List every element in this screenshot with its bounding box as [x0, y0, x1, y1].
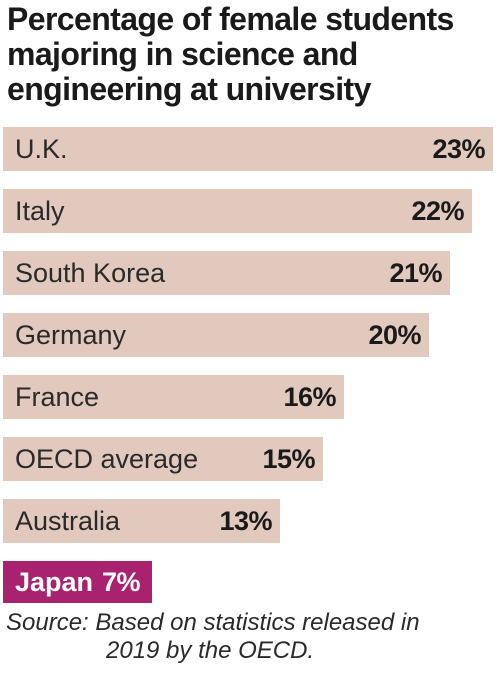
- bar-category-label: France: [15, 382, 100, 412]
- chart-title: Percentage of female students majoring i…: [7, 1, 454, 107]
- bar-value-label: 23%: [432, 134, 485, 164]
- bar-category-label: Germany: [15, 320, 127, 350]
- bar-italy: Italy 22%: [3, 189, 472, 233]
- bar-value-label: 13%: [219, 506, 272, 536]
- bar-germany: Germany 20%: [3, 313, 429, 357]
- bar-value-label: 15%: [262, 444, 315, 474]
- bar-category-label: South Korea: [15, 258, 166, 288]
- source-line-2: 2019 by the OECD.: [106, 637, 315, 664]
- bar-category-label: Australia: [15, 506, 121, 536]
- bar-value-label: 22%: [411, 196, 464, 226]
- source-note: Source: Based on statistics released in …: [6, 609, 496, 665]
- bar-category-label: Japan: [15, 567, 94, 597]
- bar-france: France 16%: [3, 375, 344, 419]
- bar-oecd-average: OECD average 15%: [3, 437, 323, 481]
- bar-category-label: OECD average: [15, 444, 199, 474]
- bar-japan: Japan 7%: [3, 561, 152, 603]
- source-line-1: Source: Based on statistics released in: [6, 609, 420, 636]
- bar-category-label: Italy: [15, 196, 65, 226]
- bar-south-korea: South Korea 21%: [3, 251, 450, 295]
- bar-value-label: 7%: [101, 567, 141, 597]
- bar-australia: Australia 13%: [3, 499, 280, 543]
- bar-u-k: U.K. 23%: [3, 127, 493, 171]
- bar-category-label: U.K.: [15, 134, 68, 164]
- bar-value-label: 16%: [283, 382, 336, 412]
- bar-value-label: 20%: [368, 320, 421, 350]
- bar-value-label: 21%: [389, 258, 442, 288]
